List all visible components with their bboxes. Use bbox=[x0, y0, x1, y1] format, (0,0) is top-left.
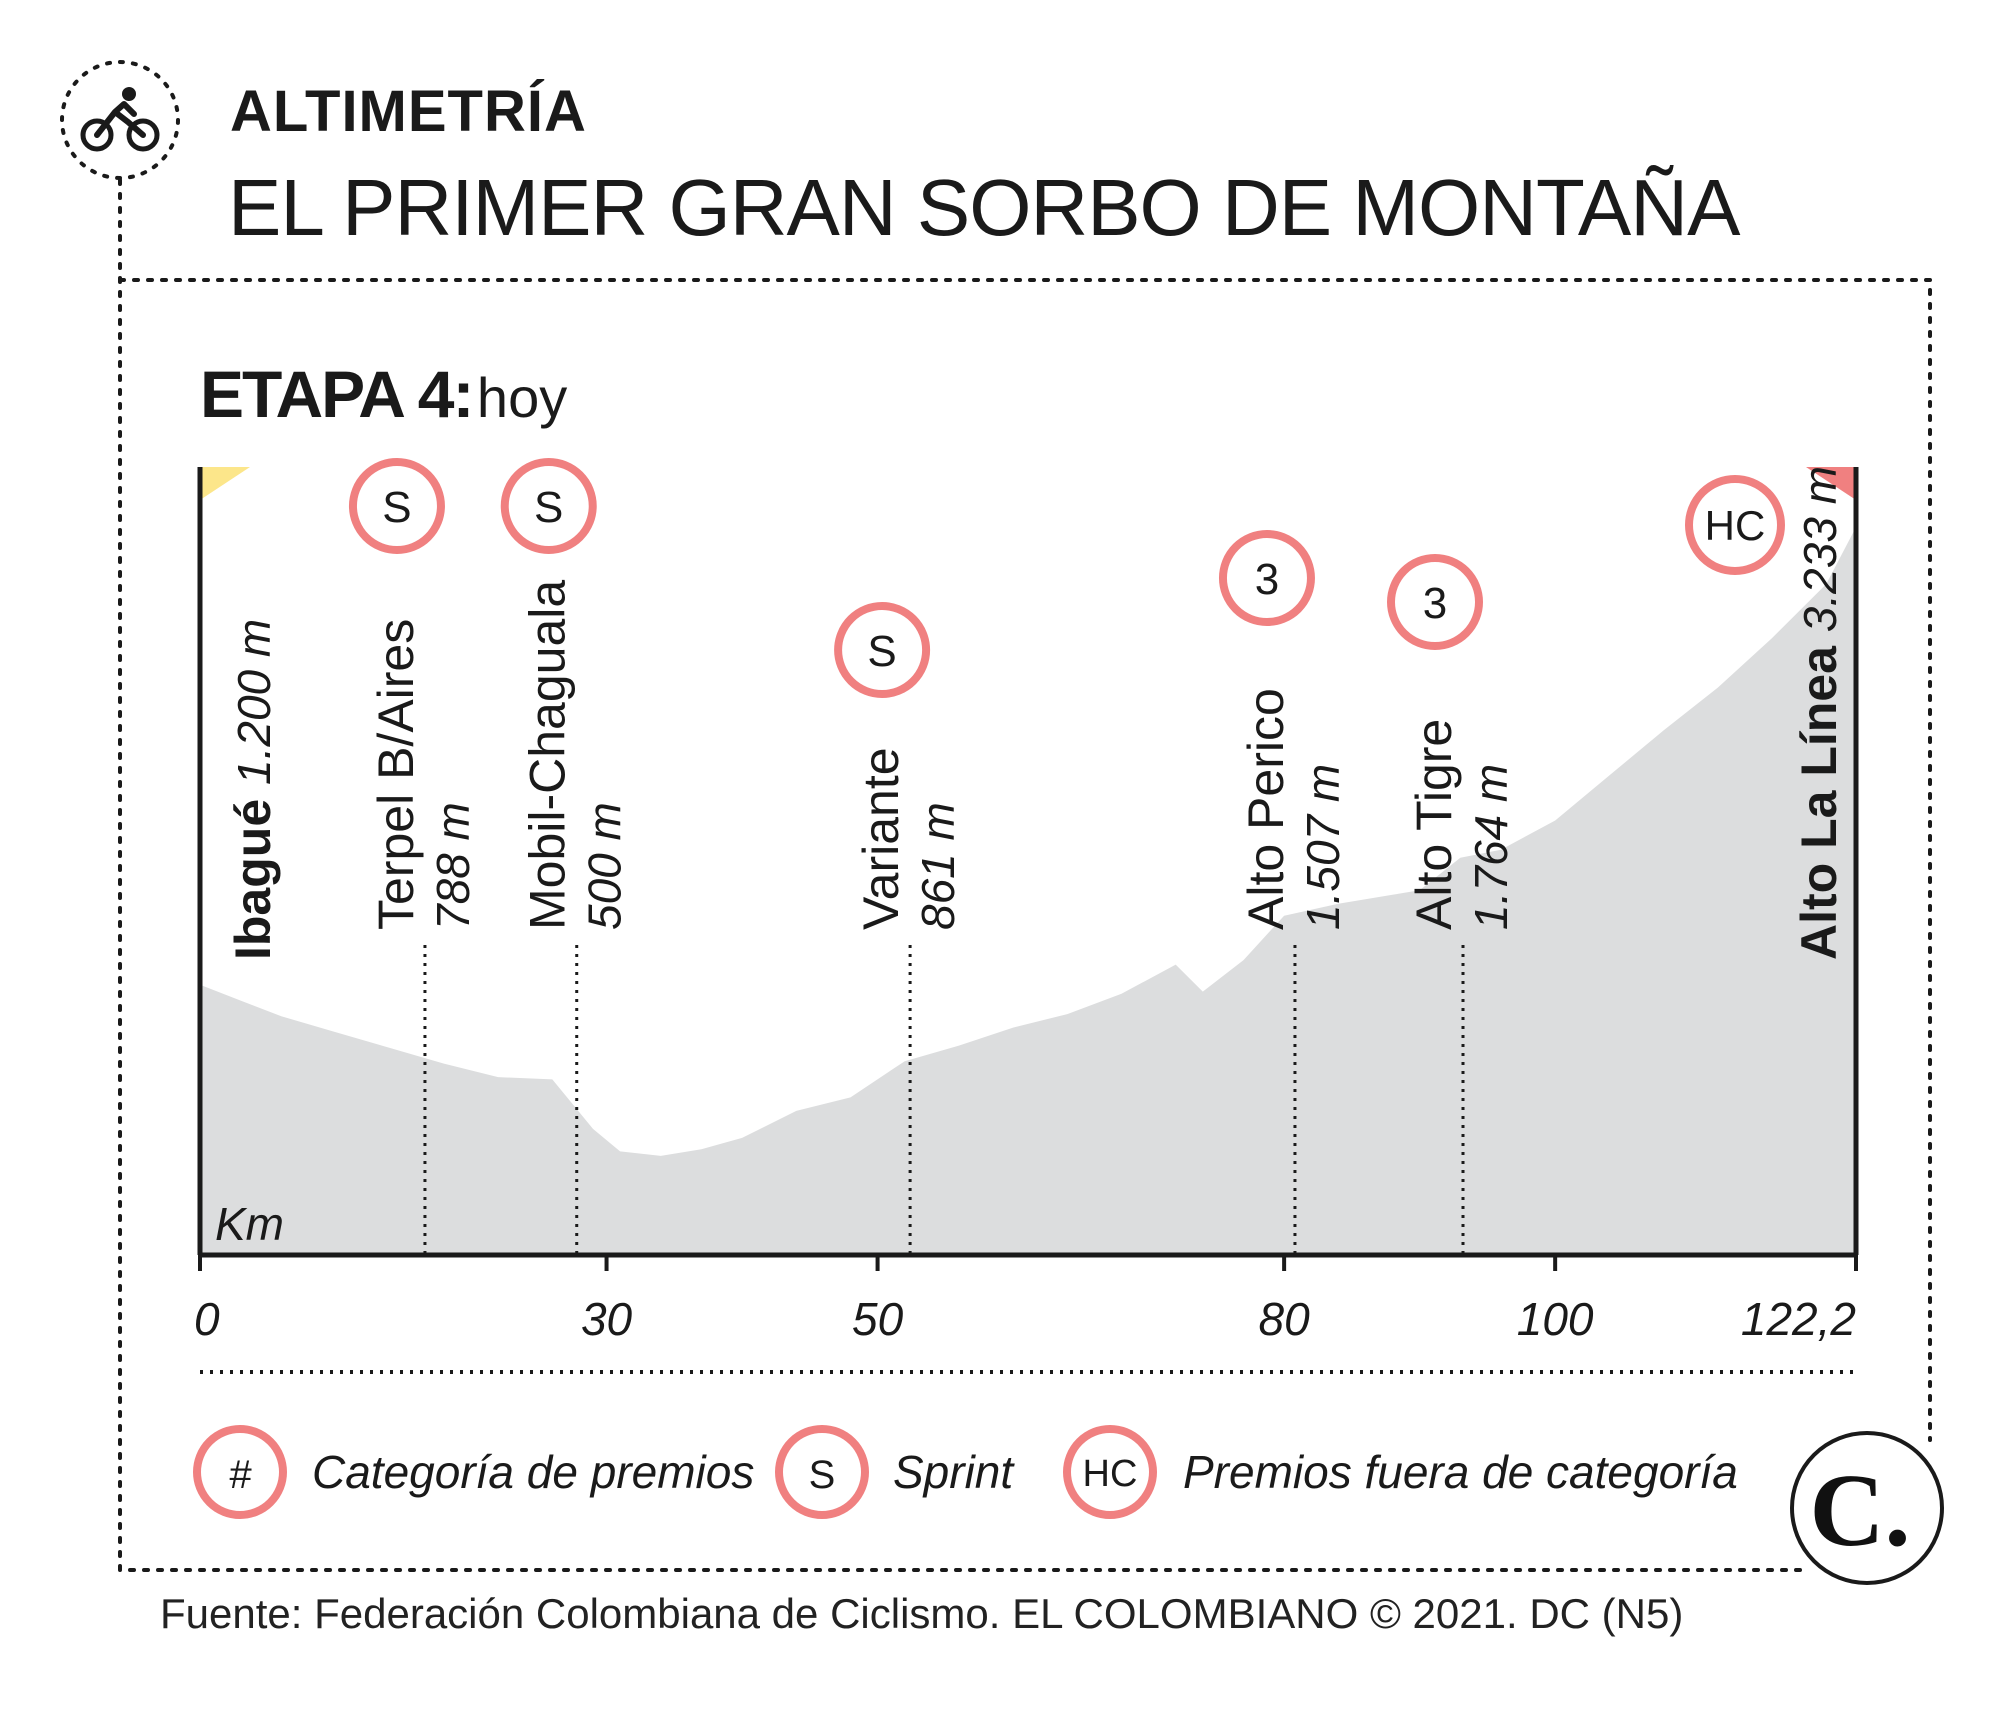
route-point-badge bbox=[1218, 530, 1315, 626]
x-ticks: 0 30 50 80 100 122,2 bbox=[194, 1255, 1858, 1345]
route-point-badge bbox=[1387, 554, 1484, 650]
route-point-badge bbox=[500, 458, 597, 554]
route-point-badge-label: S bbox=[382, 483, 411, 532]
legend-symbol-hc: HC bbox=[1083, 1453, 1138, 1495]
finish-name: Alto La Línea bbox=[1791, 632, 1847, 960]
route-point-elevation: 500 m bbox=[579, 802, 631, 930]
route-point-name: Alto Perico bbox=[1238, 688, 1294, 930]
route-point-label: Variante861 m bbox=[853, 747, 964, 930]
route-point: Alto Perico1.507 m 3 bbox=[1218, 530, 1349, 1255]
dotted-frame bbox=[118, 178, 1932, 1572]
route-point: Terpel B/Aires788 m S bbox=[348, 458, 479, 1255]
x-tick-label: 80 bbox=[1259, 1293, 1311, 1345]
route-point-name: Terpel B/Aires bbox=[368, 619, 424, 930]
finish-badge-label: HC bbox=[1705, 502, 1766, 549]
legend-badge-category bbox=[193, 1425, 287, 1519]
route-point: Variante861 m S bbox=[834, 602, 964, 1255]
logo-mark: C. bbox=[1809, 1453, 1910, 1568]
legend-item-category: # Categoría de premios bbox=[193, 1425, 754, 1519]
route-point-name: Mobil-Chaguala bbox=[520, 580, 576, 930]
route-point-elevation: 788 m bbox=[427, 802, 479, 930]
legend-symbol-sprint: S bbox=[809, 1453, 836, 1497]
finish-elevation: 3.233 m bbox=[1794, 466, 1846, 632]
route-points: Terpel B/Aires788 m S Mobil-Chaguala500 m S… bbox=[348, 458, 1517, 1255]
cyclist-icon bbox=[60, 60, 180, 180]
stage-title: ETAPA 4: hoy bbox=[200, 356, 567, 432]
route-point-badge-label: 3 bbox=[1255, 555, 1279, 604]
route-point-label: Alto Perico1.507 m bbox=[1238, 688, 1349, 930]
route-point-badge bbox=[348, 458, 445, 554]
start-flag bbox=[200, 467, 250, 500]
x-tick-label: 122,2 bbox=[1741, 1293, 1856, 1345]
route-point: Mobil-Chaguala500 m S bbox=[500, 458, 631, 1255]
x-tick-label: 50 bbox=[852, 1293, 904, 1345]
route-point-elevation: 1.507 m bbox=[1297, 764, 1349, 930]
finish-badge bbox=[1685, 475, 1785, 575]
route-point-label: Terpel B/Aires788 m bbox=[368, 619, 479, 930]
header-kicker: ALTIMETRÍA bbox=[230, 79, 587, 144]
x-tick-label: 30 bbox=[581, 1293, 633, 1345]
chart-title: EL PRIMER GRAN SORBO DE MONTAÑA bbox=[228, 163, 1740, 252]
route-point-label: Alto Tigre1.764 m bbox=[1406, 719, 1517, 930]
x-tick-label: 100 bbox=[1517, 1293, 1594, 1345]
route-point-badge bbox=[834, 602, 931, 698]
legend-item-sprint: S Sprint bbox=[775, 1425, 1015, 1519]
elevation-profile bbox=[200, 527, 1856, 1255]
legend-text-hc: Premios fuera de categoría bbox=[1183, 1446, 1738, 1498]
legend-text-sprint: Sprint bbox=[893, 1446, 1015, 1498]
stage-label: ETAPA 4: bbox=[200, 357, 474, 431]
start-name: Ibagué bbox=[225, 785, 281, 960]
el-colombiano-logo: C. bbox=[1790, 1431, 1944, 1585]
start-label: Ibagué 1.200 m bbox=[225, 619, 281, 960]
route-point-badge-label: S bbox=[867, 627, 896, 676]
finish-label: Alto La Línea 3.233 m bbox=[1791, 466, 1847, 960]
route-endpoints: Ibagué 1.200 m Alto La Línea 3.233 m HC bbox=[225, 466, 1847, 960]
legend-badge-sprint bbox=[775, 1425, 869, 1519]
legend-item-hc: HC Premios fuera de categoría bbox=[1063, 1425, 1738, 1519]
route-point-elevation: 861 m bbox=[912, 802, 964, 930]
route-point: Alto Tigre1.764 m 3 bbox=[1387, 554, 1517, 1255]
legend-symbol-category: # bbox=[229, 1453, 252, 1497]
route-point-elevation: 1.764 m bbox=[1465, 764, 1517, 930]
start-elevation: 1.200 m bbox=[228, 619, 280, 785]
stage-when: hoy bbox=[476, 366, 568, 429]
route-point-label: Mobil-Chaguala500 m bbox=[520, 580, 631, 930]
legend-badge-hc bbox=[1063, 1425, 1157, 1519]
route-point-name: Alto Tigre bbox=[1406, 719, 1462, 930]
route-point-badge-label: 3 bbox=[1423, 579, 1447, 628]
finish-flag bbox=[1806, 467, 1856, 500]
x-axis-label: Km bbox=[215, 1198, 284, 1250]
x-tick-label: 0 bbox=[194, 1293, 220, 1345]
route-point-badge-label: S bbox=[534, 483, 563, 532]
legend-text-category: Categoría de premios bbox=[312, 1446, 754, 1498]
route-point-name: Variante bbox=[853, 747, 909, 930]
source-credit: Fuente: Federación Colombiana de Ciclism… bbox=[160, 1590, 1684, 1637]
legend: # Categoría de premios S Sprint HC Premi… bbox=[193, 1425, 1738, 1519]
